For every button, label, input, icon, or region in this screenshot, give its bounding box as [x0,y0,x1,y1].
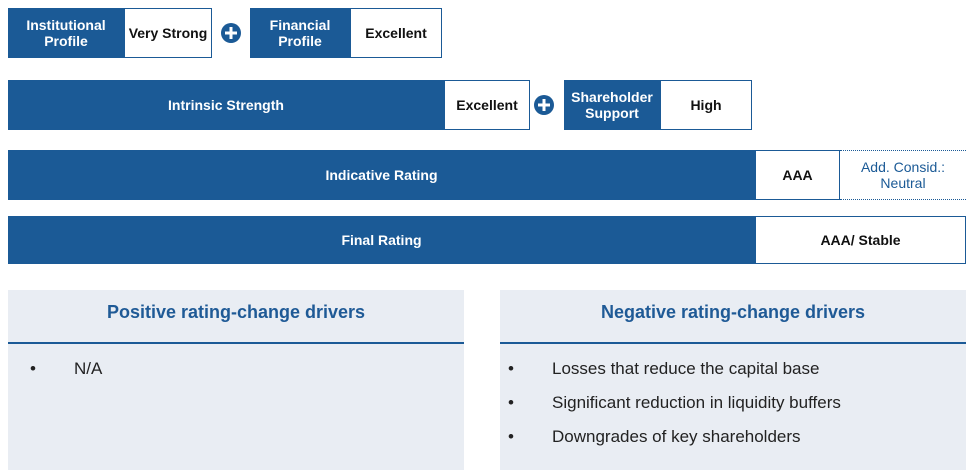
intrinsic-strength-value: Excellent [444,80,530,130]
divider [8,342,464,344]
shareholder-support-label: Shareholder Support [564,80,660,130]
indicative-rating-label: Indicative Rating [8,150,755,200]
institutional-profile-label: Institutional Profile [8,8,124,58]
plus-icon [534,95,554,115]
institutional-profile-value: Very Strong [124,8,212,58]
driver-item: Downgrades of key shareholders [508,424,841,458]
shareholder-support-value: High [660,80,752,130]
driver-list: Losses that reduce the capital baseSigni… [508,356,841,458]
final-rating-label: Final Rating [8,216,755,264]
panel-title: Positive rating-change drivers [106,302,366,322]
driver-item: N/A [30,356,102,390]
plus-icon [221,23,241,43]
driver-item: Losses that reduce the capital base [508,356,841,390]
positive-drivers-panel: Positive rating-change drivers N/A [8,290,464,470]
negative-drivers-panel: Negative rating-change drivers Losses th… [500,290,966,470]
panel-title: Negative rating-change drivers [600,302,866,322]
financial-profile-label: Financial Profile [250,8,350,58]
indicative-rating-value: AAA [755,150,840,200]
additional-considerations: Add. Consid.: Neutral [840,150,966,200]
financial-profile-value: Excellent [350,8,442,58]
final-rating-value: AAA/ Stable [755,216,966,264]
driver-item: Significant reduction in liquidity buffe… [508,390,841,424]
divider [500,342,966,344]
intrinsic-strength-label: Intrinsic Strength [8,80,444,130]
driver-list: N/A [30,356,102,390]
